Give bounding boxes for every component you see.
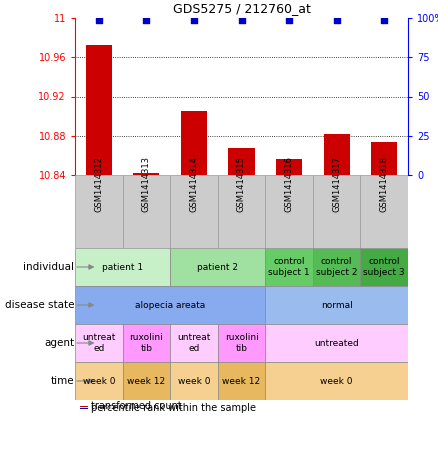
Point bbox=[333, 16, 340, 23]
Text: individual: individual bbox=[23, 262, 74, 272]
Bar bbox=[123, 362, 170, 400]
Bar bbox=[170, 175, 218, 248]
Text: normal: normal bbox=[321, 300, 353, 309]
Bar bbox=[170, 362, 218, 400]
Text: week 0: week 0 bbox=[178, 376, 210, 386]
Text: time: time bbox=[50, 376, 74, 386]
Text: alopecia areata: alopecia areata bbox=[135, 300, 205, 309]
Bar bbox=[75, 324, 123, 362]
Text: GSM1414314: GSM1414314 bbox=[189, 156, 198, 212]
Bar bbox=[229, 148, 254, 175]
Text: disease state: disease state bbox=[4, 300, 74, 310]
Bar bbox=[218, 175, 265, 248]
Text: control
subject 2: control subject 2 bbox=[316, 257, 357, 277]
Text: ruxolini
tib: ruxolini tib bbox=[225, 333, 258, 353]
Text: patient 1: patient 1 bbox=[102, 262, 143, 271]
Text: patient 2: patient 2 bbox=[197, 262, 238, 271]
Bar bbox=[123, 175, 170, 248]
Point bbox=[286, 16, 293, 23]
Bar bbox=[123, 324, 170, 362]
Bar bbox=[324, 134, 350, 175]
Text: percentile rank within the sample: percentile rank within the sample bbox=[91, 404, 256, 414]
Bar bbox=[360, 175, 408, 248]
Bar bbox=[313, 175, 360, 248]
Bar bbox=[75, 286, 265, 324]
Text: GSM1414315: GSM1414315 bbox=[237, 156, 246, 212]
Bar bbox=[181, 111, 207, 175]
Bar bbox=[86, 45, 112, 175]
Text: untreat
ed: untreat ed bbox=[177, 333, 211, 353]
Bar bbox=[170, 248, 265, 286]
Text: transformed count: transformed count bbox=[91, 401, 182, 411]
Bar bbox=[313, 248, 360, 286]
Bar bbox=[133, 173, 159, 175]
Text: GSM1414313: GSM1414313 bbox=[142, 155, 151, 212]
Bar bbox=[75, 175, 123, 248]
Text: agent: agent bbox=[44, 338, 74, 348]
Text: week 12: week 12 bbox=[127, 376, 166, 386]
Bar bbox=[265, 286, 408, 324]
Point bbox=[238, 16, 245, 23]
Text: control
subject 3: control subject 3 bbox=[364, 257, 405, 277]
Text: ruxolini
tib: ruxolini tib bbox=[130, 333, 163, 353]
Title: GDS5275 / 212760_at: GDS5275 / 212760_at bbox=[173, 2, 311, 15]
Text: GSM1414317: GSM1414317 bbox=[332, 155, 341, 212]
Bar bbox=[265, 175, 313, 248]
Bar bbox=[371, 142, 397, 175]
Bar bbox=[80, 406, 88, 407]
Bar bbox=[265, 248, 313, 286]
Text: control
subject 1: control subject 1 bbox=[268, 257, 310, 277]
Bar bbox=[75, 248, 170, 286]
Bar bbox=[170, 324, 218, 362]
Point bbox=[143, 16, 150, 23]
Bar bbox=[265, 362, 408, 400]
Bar bbox=[75, 362, 123, 400]
Bar bbox=[218, 324, 265, 362]
Point bbox=[95, 16, 102, 23]
Bar bbox=[218, 362, 265, 400]
Bar bbox=[276, 159, 302, 175]
Bar bbox=[80, 408, 88, 409]
Text: week 0: week 0 bbox=[82, 376, 115, 386]
Text: week 0: week 0 bbox=[320, 376, 353, 386]
Point bbox=[381, 16, 388, 23]
Text: untreat
ed: untreat ed bbox=[82, 333, 116, 353]
Point bbox=[191, 16, 198, 23]
Bar bbox=[265, 324, 408, 362]
Text: GSM1414312: GSM1414312 bbox=[94, 156, 103, 212]
Text: GSM1414316: GSM1414316 bbox=[285, 155, 293, 212]
Text: untreated: untreated bbox=[314, 338, 359, 347]
Text: GSM1414318: GSM1414318 bbox=[380, 155, 389, 212]
Bar bbox=[360, 248, 408, 286]
Text: week 12: week 12 bbox=[223, 376, 261, 386]
